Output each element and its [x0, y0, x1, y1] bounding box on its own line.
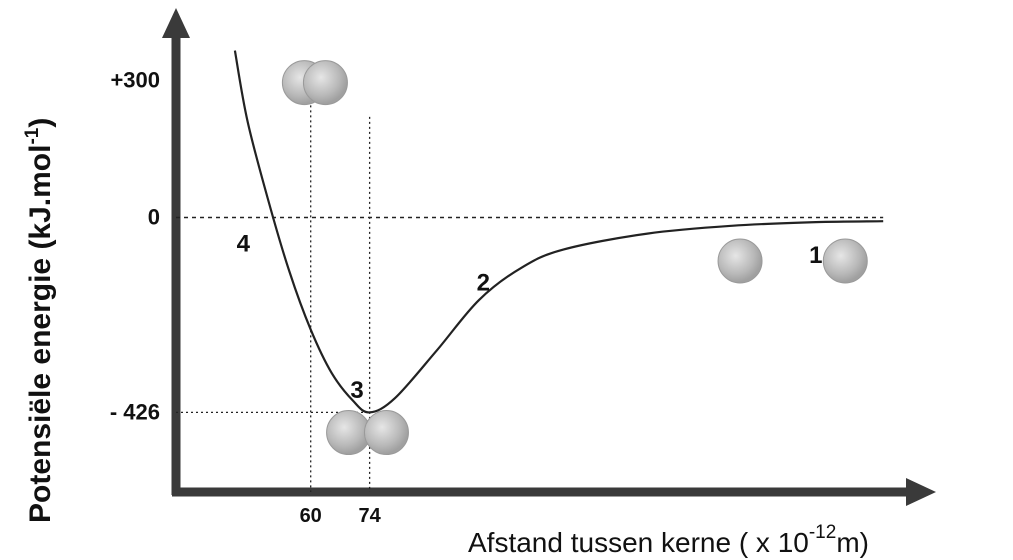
y-tick-label: +300 [110, 67, 160, 92]
molecule-separated [717, 238, 868, 284]
potential-energy-curve [233, 50, 884, 414]
x-tick-label: 60 [300, 505, 322, 527]
x-axis-title: Afstand tussen kerne ( x 10-12m) [468, 522, 869, 558]
x-tick-labels: 60 74 [300, 505, 382, 527]
reference-lines [176, 80, 884, 492]
point-label-1: 1 [809, 242, 822, 269]
molecules [281, 60, 868, 456]
molecule-overlapping [281, 60, 348, 106]
point-label-4: 4 [237, 231, 251, 258]
point-labels: 1 2 3 4 [237, 231, 823, 404]
x-axis-arrowhead [906, 478, 936, 506]
y-tick-label: 0 [148, 205, 160, 230]
y-tick-labels: +300 0 - 426 [110, 67, 160, 424]
atom-icon [822, 238, 868, 284]
atom-icon [717, 238, 763, 284]
point-label-3: 3 [350, 377, 363, 404]
molecule-bonded [326, 410, 409, 456]
y-tick-label: - 426 [110, 399, 160, 424]
y-axis-arrowhead [162, 8, 190, 38]
y-axis-title: Potensiële energie (kJ.mol-1) [22, 118, 57, 523]
point-label-2: 2 [477, 270, 490, 297]
axes [162, 8, 936, 506]
atom-icon [363, 410, 409, 456]
x-tick-label: 74 [359, 505, 382, 527]
atom-icon [302, 60, 348, 106]
